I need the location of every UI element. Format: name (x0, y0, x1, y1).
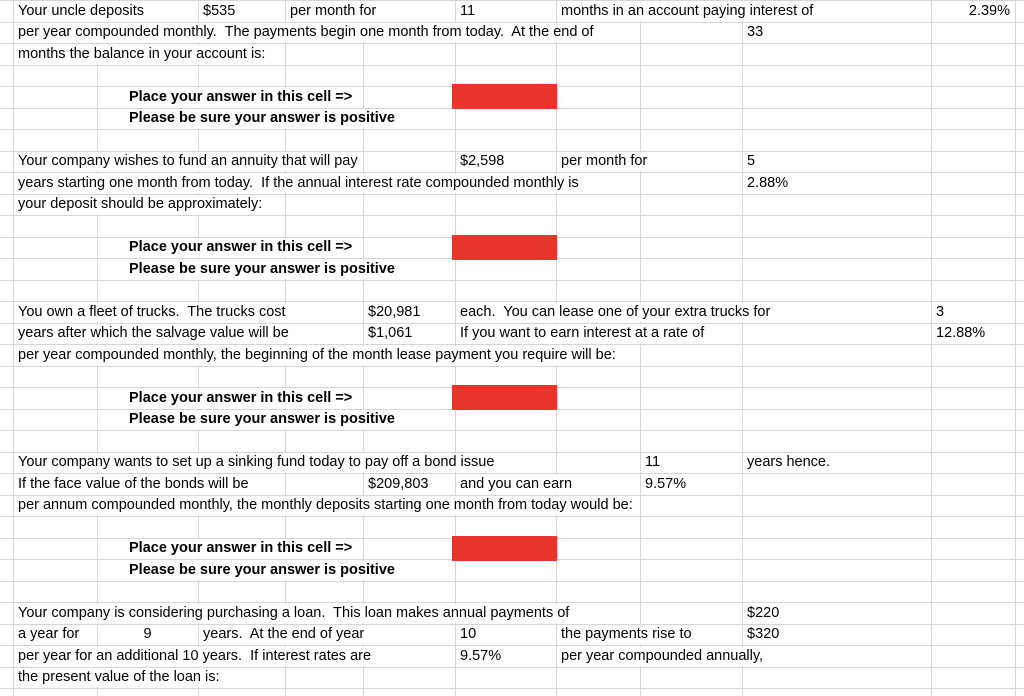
sheet-cell[interactable]: Please be sure your answer is positive (127, 560, 397, 580)
answer-input-cell[interactable] (452, 84, 557, 109)
gridline-h (0, 279, 1024, 281)
sheet-cell[interactable]: 11 (643, 453, 663, 472)
sheet-cell[interactable]: years after which the salvage value will… (16, 324, 291, 343)
gridline-h (0, 666, 1024, 668)
sheet-cell[interactable]: Place your answer in this cell => (127, 238, 355, 257)
gridline-h (0, 688, 1024, 689)
gridline-h (0, 473, 1024, 474)
sheet-cell[interactable]: the present value of the loan is: (16, 668, 222, 687)
sheet-cell[interactable]: $320 (745, 625, 782, 644)
sheet-cell[interactable]: per annum compounded monthly, the monthl… (16, 496, 635, 515)
gridline-h (0, 193, 1024, 195)
sheet-cell[interactable]: per year for an additional 10 years. If … (16, 646, 374, 666)
gridline-h (0, 516, 1024, 517)
gridline-h (0, 64, 1024, 66)
sheet-cell[interactable]: You own a fleet of trucks. The trucks co… (16, 302, 288, 322)
answer-input-cell[interactable] (452, 535, 557, 561)
sheet-cell[interactable]: 11 (458, 1, 478, 21)
gridline-v (742, 0, 743, 696)
gridline-v (931, 0, 932, 696)
sheet-cell[interactable]: Your uncle deposits (16, 1, 147, 21)
gridline-h (0, 150, 1024, 152)
gridline-v (13, 0, 14, 696)
sheet-cell[interactable]: 2.39% (966, 1, 1012, 21)
gridline-h (0, 344, 1024, 345)
sheet-cell[interactable]: months the balance in your account is: (16, 44, 268, 64)
sheet-cell[interactable]: 10 (458, 625, 479, 644)
gridline-v (1015, 0, 1016, 696)
gridline-h (0, 129, 1024, 130)
gridline-h (0, 172, 1024, 173)
sheet-cell[interactable]: years. At the end of year (201, 625, 367, 644)
sheet-cell[interactable]: If the face value of the bonds will be (16, 474, 251, 494)
gridline-v (640, 0, 641, 696)
gridline-h (0, 301, 1024, 302)
gridline-h (0, 322, 1024, 324)
sheet-cell[interactable]: Please be sure your answer is positive (127, 410, 397, 429)
sheet-cell[interactable]: Place your answer in this cell => (127, 388, 355, 408)
gridline-h (0, 451, 1024, 453)
gridline-h (0, 365, 1024, 367)
sheet-cell[interactable]: 9.57% (643, 474, 689, 494)
gridline-h (0, 645, 1024, 646)
gridline-h (0, 0, 1024, 1)
sheet-cell[interactable]: years hence. (745, 453, 833, 472)
gridline-h (0, 430, 1024, 431)
sheet-cell[interactable]: $209,803 (366, 474, 431, 494)
sheet-cell[interactable]: 5 (745, 152, 758, 171)
sheet-cell[interactable]: 3 (934, 302, 947, 322)
sheet-cell[interactable]: each. You can lease one of your extra tr… (458, 302, 773, 322)
sheet-cell[interactable]: a year for (16, 625, 82, 644)
sheet-cell[interactable]: Your company wants to set up a sinking f… (16, 453, 497, 472)
sheet-cell[interactable]: Please be sure your answer is positive (127, 259, 397, 279)
sheet-cell[interactable]: $2,598 (458, 152, 507, 171)
sheet-cell[interactable]: the payments rise to (559, 625, 694, 644)
answer-input-cell[interactable] (452, 385, 557, 410)
sheet-cell[interactable]: Place your answer in this cell => (127, 539, 355, 558)
gridline-h (0, 602, 1024, 603)
gridline-h (0, 215, 1024, 216)
sheet-cell[interactable]: $1,061 (366, 324, 415, 343)
sheet-cell[interactable]: Please be sure your answer is positive (127, 109, 397, 128)
sheet-cell[interactable]: 2.88% (745, 173, 791, 193)
sheet-cell[interactable]: Place your answer in this cell => (127, 87, 355, 107)
sheet-cell[interactable]: months in an account paying interest of (559, 1, 816, 21)
sheet-cell[interactable]: Your company is considering purchasing a… (16, 603, 572, 623)
gridline-h (0, 494, 1024, 496)
sheet-cell[interactable]: per month for (288, 1, 379, 21)
sheet-cell[interactable]: per year compounded annually, (559, 646, 766, 666)
gridline-h (0, 21, 1024, 23)
sheet-cell[interactable]: per year compounded monthly, the beginni… (16, 345, 618, 365)
sheet-cell[interactable]: If you want to earn interest at a rate o… (458, 324, 707, 343)
sheet-cell[interactable]: your deposit should be approximately: (16, 195, 265, 214)
sheet-cell[interactable]: 9.57% (458, 646, 504, 666)
sheet-cell[interactable]: per month for (559, 152, 650, 171)
sheet-cell[interactable]: and you can earn (458, 474, 575, 494)
gridline-h (0, 623, 1024, 625)
sheet-cell[interactable]: $220 (745, 603, 782, 623)
sheet-cell[interactable]: $535 (201, 1, 238, 21)
sheet-cell[interactable]: per year compounded monthly. The payment… (16, 23, 596, 42)
sheet-cell[interactable]: years starting one month from today. If … (16, 173, 581, 193)
sheet-cell[interactable]: 9 (98, 625, 197, 644)
sheet-cell[interactable]: $20,981 (366, 302, 423, 322)
sheet-cell[interactable]: 12.88% (934, 324, 988, 343)
sheet-cell[interactable]: Your company wishes to fund an annuity t… (16, 152, 360, 171)
gridline-h (0, 580, 1024, 582)
sheet-cell[interactable]: 33 (745, 23, 766, 42)
gridline-h (0, 43, 1024, 44)
answer-input-cell[interactable] (452, 234, 557, 260)
